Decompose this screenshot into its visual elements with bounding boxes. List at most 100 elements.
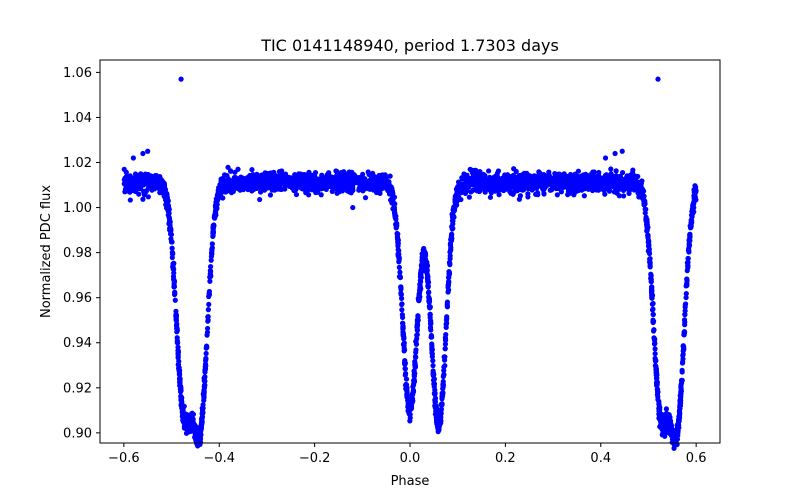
data-point (616, 186, 622, 192)
data-point (681, 332, 687, 338)
data-point (643, 206, 649, 212)
x-tick-label: 0.0 (400, 451, 421, 466)
data-point (612, 173, 618, 179)
data-point (396, 264, 402, 270)
data-point (663, 414, 669, 420)
data-point (653, 363, 659, 369)
data-point (238, 174, 244, 180)
y-axis-ticks: 0.90 0.92 0.94 0.96 0.98 1.00 1.02 1.04 1.06 (63, 66, 100, 441)
data-point (649, 293, 655, 299)
data-point (237, 187, 243, 193)
data-point (396, 255, 402, 261)
chart-title: TIC 0141148940, period 1.7303 days (260, 36, 559, 55)
data-point (146, 179, 152, 185)
data-point (329, 174, 335, 180)
y-tick-label: 0.94 (63, 336, 92, 351)
data-point (167, 217, 173, 224)
data-point (392, 210, 398, 216)
data-point (482, 189, 488, 195)
data-point (686, 246, 692, 252)
data-point (531, 173, 537, 179)
data-point (257, 196, 263, 203)
data-point (402, 366, 408, 372)
data-point (442, 363, 448, 369)
data-point (127, 197, 133, 203)
data-point (505, 172, 511, 178)
data-point (683, 294, 689, 301)
data-point (475, 178, 482, 184)
data-point (417, 277, 423, 284)
data-point (447, 256, 453, 262)
data-point (500, 176, 506, 183)
data-point (689, 214, 695, 220)
data-point (456, 183, 462, 189)
data-point (326, 179, 332, 185)
data-point (619, 169, 626, 176)
data-point (674, 433, 680, 440)
data-point (175, 340, 181, 346)
data-point (471, 178, 477, 185)
data-point (467, 175, 473, 182)
data-point (580, 172, 587, 178)
data-point (277, 183, 283, 189)
data-point (204, 343, 210, 349)
data-point (468, 189, 474, 195)
data-point (671, 445, 677, 451)
data-point (165, 207, 171, 213)
data-point (511, 180, 518, 186)
data-point (208, 272, 214, 278)
data-point (204, 325, 211, 332)
data-point (303, 188, 309, 194)
data-point (628, 178, 634, 184)
data-point (429, 354, 435, 360)
data-point (243, 177, 250, 183)
data-point (427, 315, 433, 321)
data-point (637, 190, 644, 196)
data-point (682, 304, 688, 310)
data-point (427, 325, 434, 331)
data-point (652, 341, 658, 347)
data-point (464, 172, 470, 178)
data-point (596, 187, 602, 193)
data-point (538, 182, 544, 188)
data-point (386, 179, 392, 185)
data-point (506, 184, 512, 191)
data-point (440, 384, 446, 390)
data-point (400, 326, 406, 332)
data-point (411, 379, 418, 385)
data-point (446, 280, 452, 286)
data-point (373, 189, 380, 196)
data-point (615, 180, 622, 186)
data-point (431, 384, 437, 390)
data-point (264, 175, 270, 181)
data-point (134, 185, 141, 191)
data-point (476, 187, 482, 193)
data-point (257, 189, 264, 195)
data-point (235, 181, 241, 187)
data-point (448, 232, 455, 238)
data-point (624, 173, 630, 179)
data-point (360, 188, 366, 194)
data-point (179, 405, 185, 412)
data-point (186, 412, 192, 418)
data-point (480, 171, 487, 178)
data-point (209, 241, 215, 247)
data-point (349, 169, 355, 175)
data-point (525, 191, 531, 197)
data-point (426, 289, 432, 295)
data-point (443, 324, 449, 330)
data-point (271, 169, 277, 175)
x-tick-label: −0.6 (108, 451, 140, 466)
data-point (314, 177, 321, 183)
y-tick-label: 0.96 (63, 291, 92, 306)
data-point (606, 188, 613, 194)
data-point (420, 259, 426, 266)
data-point (680, 348, 686, 354)
data-point (426, 298, 433, 304)
data-point (145, 194, 151, 200)
data-point (651, 318, 657, 324)
data-point (336, 171, 342, 177)
data-point (500, 181, 506, 187)
data-point (203, 355, 209, 361)
data-point (178, 402, 184, 408)
